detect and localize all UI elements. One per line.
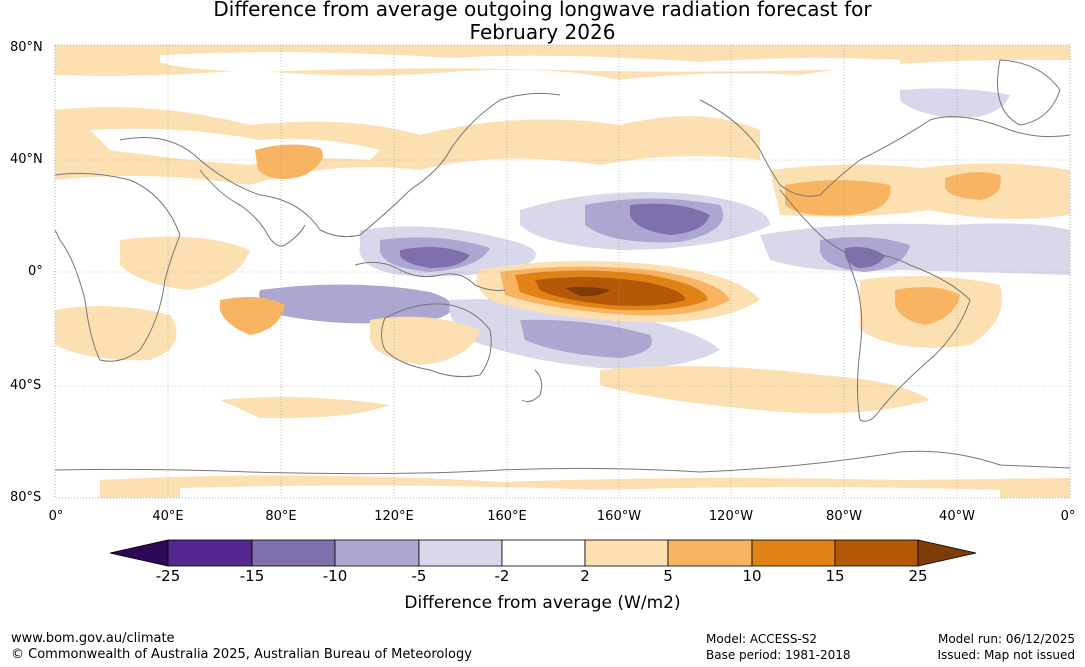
colorbar-tick: -10 (322, 567, 348, 585)
footer-issued: Issued: Map not issued (937, 648, 1075, 662)
colorbar-tick: 5 (663, 567, 673, 585)
coast-antarctica (55, 450, 1070, 475)
footer-copyright: © Commonwealth of Australia 2025, Austra… (11, 647, 472, 662)
map-title-line2: February 2026 (469, 20, 616, 44)
coast-africa (55, 172, 181, 362)
footer-url[interactable]: www.bom.gov.au/climate (11, 631, 175, 646)
footer-base-period: Base period: 1981-2018 (706, 648, 851, 662)
anomaly-region-s-ocean-pos (220, 396, 390, 419)
lat-label-40s: 40°S (10, 378, 42, 393)
anomaly-fields (55, 45, 1070, 498)
coast-australia (381, 303, 492, 378)
anomaly-region-gulf (785, 180, 891, 216)
anomaly-region-n-atlantic-2 (945, 172, 1001, 200)
lon-label-40w: 40°W (939, 509, 975, 524)
coast-south-america (844, 251, 971, 422)
coast-arabia-india (199, 169, 306, 247)
colorbar-bin-8 (751, 539, 836, 567)
coast-central-america (779, 189, 846, 253)
colorbar-label: Difference from average (W/m2) (404, 593, 681, 613)
colorbar-tick: -15 (239, 567, 265, 585)
coast-maritime-continent (354, 261, 506, 291)
anomaly-region-eq-pacific-pos-5 (565, 286, 610, 297)
anomaly-region-maritime-neg-3 (400, 246, 470, 268)
coast-new-zealand (521, 369, 543, 403)
lon-label-160e: 160°E (487, 509, 527, 524)
colorbar-bin-6 (584, 539, 669, 567)
lat-label-40n: 40°N (10, 152, 43, 167)
footer-model: Model: ACCESS-S2 (706, 632, 818, 646)
colorbar-bin-5 (501, 539, 586, 567)
coast-north-america (699, 99, 1070, 197)
footer-model-run: Model run: 06/12/2025 (937, 632, 1075, 646)
lat-label-80n: 80°N (10, 40, 43, 55)
anomaly-region-antarctic-white (180, 485, 1000, 498)
colorbar-extend-high (917, 539, 977, 567)
colorbar-tick: 2 (580, 567, 590, 585)
map-frame (54, 44, 1071, 499)
colorbar-tick: 15 (825, 567, 845, 585)
lon-label-80e: 80°E (265, 509, 297, 524)
lon-label-120w: 120°W (708, 509, 754, 524)
anomaly-region-australia-pos (370, 316, 480, 365)
graticule (55, 45, 1070, 498)
anomaly-region-tibet (255, 144, 323, 179)
colorbar-extend-low (109, 539, 169, 567)
colorbar-bin-2 (251, 539, 336, 567)
colorbar-bin-3 (334, 539, 420, 567)
lon-label-40e: 40°E (152, 509, 184, 524)
lat-label-0: 0° (28, 264, 43, 279)
anomaly-region-eurasia-midlat (55, 107, 760, 185)
lon-label-120e: 120°E (374, 509, 414, 524)
colorbar-bin-4 (418, 539, 503, 567)
lon-label-0-right: 0° (1060, 509, 1076, 524)
anomaly-region-s-africa-pos (55, 306, 177, 361)
colorbar-tick: -25 (155, 567, 181, 585)
lat-label-80s: 80°S (10, 490, 42, 505)
coast-greenland (997, 59, 1061, 126)
anomaly-region-eq-pacific-pos-4 (535, 276, 685, 306)
colorbar-bin-9 (834, 539, 919, 567)
colorbar-bin-7 (667, 539, 753, 567)
colorbar-tick: -2 (494, 567, 510, 585)
anomaly-region-arctic-canada (900, 88, 1010, 119)
lon-label-0: 0° (48, 509, 64, 524)
anomaly-region-arctic-white (160, 52, 900, 72)
coast-eurasia (119, 92, 561, 238)
map-title-line1: Difference from average outgoing longwav… (213, 0, 872, 21)
anomaly-region-s-indian-neg (259, 284, 453, 324)
lon-label-160w: 160°W (596, 509, 642, 524)
anomaly-region-central-pacific-neg-3 (630, 203, 710, 235)
anomaly-region-africa-pos (120, 236, 250, 290)
anomaly-region-s-indian-pos (220, 296, 285, 335)
colorbar-tick: 25 (908, 567, 928, 585)
colorbar-bin-1 (167, 539, 253, 567)
anomaly-region-se-pacific-pos (600, 366, 930, 414)
map-title: Difference from average outgoing longwav… (0, 0, 1085, 44)
coastlines (55, 59, 1070, 475)
colorbar-tick: -5 (411, 567, 427, 585)
colorbar-tick: 10 (742, 567, 762, 585)
anomaly-region-s-america-pos-2 (895, 286, 960, 325)
lon-label-80w: 80°W (826, 509, 862, 524)
